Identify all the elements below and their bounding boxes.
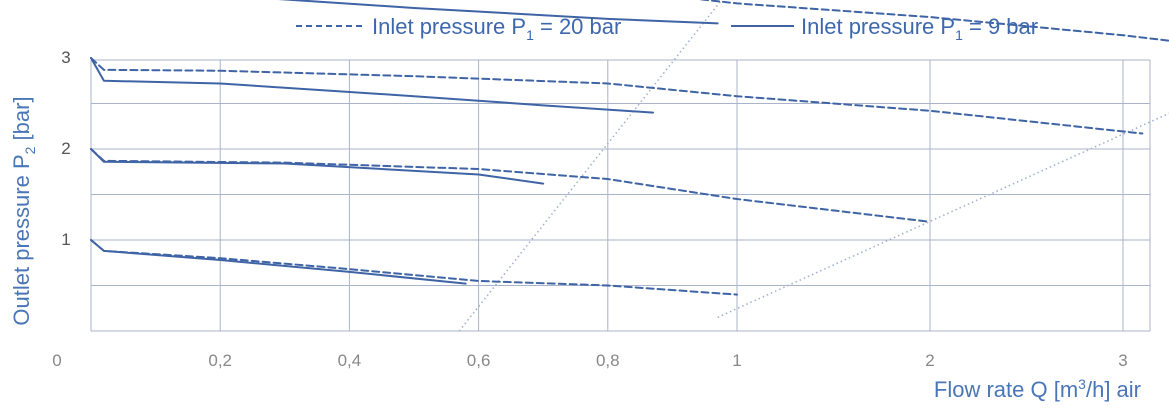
series-solid-5 xyxy=(90,57,655,114)
series xyxy=(90,0,1169,296)
limit-lines xyxy=(458,0,1169,332)
x-ticks: 00,20,40,60,812345 xyxy=(52,351,1127,370)
series-solid-6 xyxy=(90,148,545,185)
y-tick-label: 2 xyxy=(61,139,70,158)
grid xyxy=(90,59,1151,332)
series-solid-7 xyxy=(90,239,467,285)
legend-label-solid: Inlet pressure P1 = 9 bar xyxy=(801,14,1038,43)
y-axis-label: Outlet pressure P2 [bar] xyxy=(9,96,38,325)
series-dashed-3 xyxy=(90,239,738,296)
limit-line-1 xyxy=(717,112,1169,319)
y-tick-label: 1 xyxy=(61,230,70,249)
x-tick-label: 1 xyxy=(732,351,741,370)
x-tick-label: 3 xyxy=(1118,351,1127,370)
limit-line-0 xyxy=(458,0,723,332)
legend: Inlet pressure P1 = 20 bar Inlet pressur… xyxy=(296,14,1038,43)
y-ticks: 1234 xyxy=(61,48,70,249)
series-dashed-0 xyxy=(697,0,1169,42)
x-tick-label: 0,2 xyxy=(208,351,232,370)
x-axis-label: Flow rate Q [m3/h] air xyxy=(934,376,1141,402)
x-tick-label: 0 xyxy=(52,351,61,370)
x-tick-label: 0,6 xyxy=(467,351,491,370)
series-solid-4 xyxy=(277,0,719,25)
series-dashed-2 xyxy=(90,148,931,223)
y-tick-label: 3 xyxy=(61,48,70,67)
x-tick-label: 0,8 xyxy=(596,351,620,370)
x-tick-label: 2 xyxy=(925,351,934,370)
series-dashed-1 xyxy=(90,57,1144,135)
legend-label-dashed: Inlet pressure P1 = 20 bar xyxy=(372,14,621,43)
x-tick-label: 0,4 xyxy=(338,351,362,370)
